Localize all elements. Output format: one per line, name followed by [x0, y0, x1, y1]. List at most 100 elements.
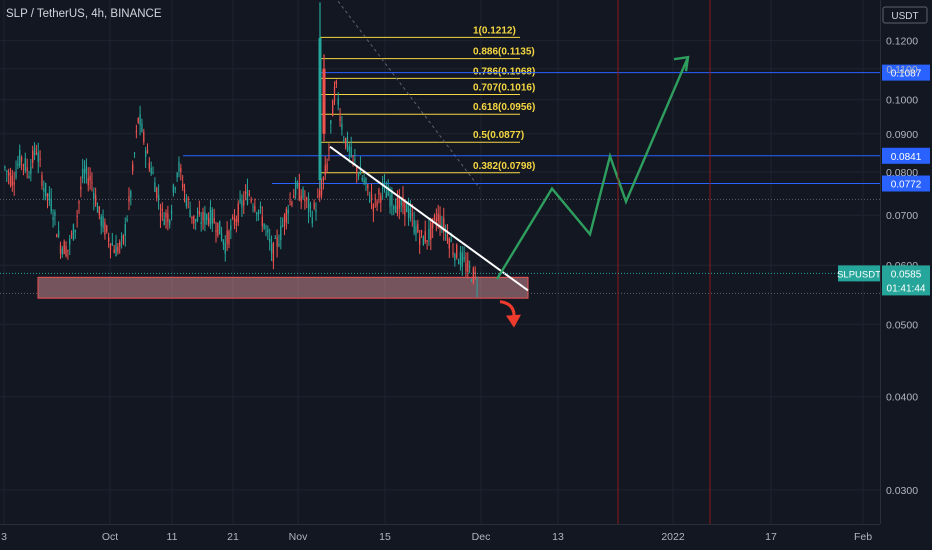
y-tick-label: 0.1200: [886, 36, 918, 48]
price-label-box: [882, 175, 930, 192]
candle-body: [420, 230, 423, 233]
candle-body: [330, 120, 332, 125]
candle-body: [465, 263, 467, 272]
candle-body: [143, 131, 145, 143]
candle-body: [198, 210, 200, 215]
candle-body: [344, 137, 347, 148]
candle-body: [98, 206, 101, 215]
candle-body: [146, 149, 149, 154]
candle-body: [115, 244, 117, 257]
candle-body: [374, 197, 376, 199]
candle-body: [257, 210, 260, 214]
candle-body: [15, 171, 17, 178]
candle-body: [359, 167, 362, 175]
candle-body: [182, 183, 184, 188]
candle-body: [72, 224, 75, 241]
candle-body: [148, 162, 150, 169]
candle-body: [215, 230, 217, 233]
candle-body: [352, 155, 354, 157]
candle-body: [65, 245, 67, 257]
candle-body: [33, 147, 36, 156]
price-label-box: [882, 64, 930, 81]
candle-body: [154, 182, 156, 193]
candle-body: [150, 167, 152, 174]
candle-body: [307, 199, 310, 213]
candle-body: [80, 186, 82, 190]
candle-body: [211, 209, 213, 224]
candle-body: [250, 199, 252, 202]
candle-body: [46, 194, 49, 197]
x-tick-label: 21: [227, 531, 239, 543]
candle-body: [39, 158, 41, 160]
candle-body: [431, 218, 434, 229]
x-tick-label: 17: [765, 531, 777, 543]
candle-body: [456, 244, 458, 258]
candle-body: [120, 236, 123, 238]
candle-body: [207, 218, 210, 224]
last-price-value: 0.0585: [891, 269, 922, 280]
horizontal-levels[interactable]: [183, 72, 880, 185]
candle-body: [365, 178, 367, 184]
candle-body: [394, 206, 397, 213]
y-tick-label: 0.0500: [886, 319, 918, 331]
candle-body: [282, 225, 284, 227]
candle-body: [446, 234, 449, 242]
candle-body: [306, 197, 308, 200]
candle-body: [406, 202, 408, 213]
candle-body: [389, 195, 391, 207]
candlestick-series: [4, 2, 478, 297]
candle-body: [285, 209, 288, 223]
candle-body: [259, 205, 262, 209]
candle-body: [309, 203, 312, 209]
candle-body: [133, 153, 136, 155]
candle-body: [230, 225, 232, 231]
candle-body: [139, 114, 141, 125]
candle-body: [213, 218, 215, 223]
candle-body: [167, 213, 169, 223]
candle-body: [348, 146, 350, 152]
drawings[interactable]: [0, 0, 880, 524]
candle-body: [293, 195, 295, 199]
time-axis[interactable]: 3 Oct 11 21 Nov 15 Dec 13 2022 17 Feb: [1, 531, 872, 543]
candle-body: [232, 216, 234, 219]
candle-body: [337, 98, 339, 105]
y-tick-label: 0.0900: [886, 129, 918, 141]
candle-body: [326, 163, 328, 171]
candle-body: [152, 171, 154, 174]
price-label-value: 0.1087: [891, 69, 922, 80]
candle-body: [413, 219, 415, 233]
currency-box: [882, 6, 928, 24]
candle-body: [270, 243, 273, 253]
symbol-tag: [838, 265, 880, 282]
candle-body: [472, 267, 475, 283]
candle-body: [180, 167, 182, 172]
candle-body: [176, 172, 178, 178]
candle-body: [435, 218, 437, 224]
candle-body: [57, 230, 60, 237]
price-label-value: 0.0772: [891, 180, 922, 191]
price-axis[interactable]: 0.10870.08410.07720.03000.04000.05000.06…: [837, 6, 930, 497]
candle-body: [22, 164, 25, 166]
chart-title: SLP / TetherUS, 4h, BINANCE: [6, 8, 162, 20]
fib-level-label: 0.786(0.1068): [473, 66, 535, 77]
candle-body: [252, 206, 254, 208]
candle-body: [476, 285, 478, 287]
bearish-arrowhead: [506, 314, 521, 328]
currency-label: USDT: [891, 11, 918, 22]
candle-body: [407, 206, 410, 218]
candle-body: [459, 251, 462, 265]
candle-body: [200, 222, 202, 224]
candle-body: [111, 242, 113, 245]
candle-body: [159, 213, 162, 217]
candle-body: [109, 243, 112, 250]
fib-retracement[interactable]: 1(0.1212) 0.886(0.1135) 0.786(0.1068) 0.707…: [320, 0, 535, 189]
candle-body: [113, 249, 115, 254]
candle-body: [224, 243, 226, 254]
trend-line: [329, 145, 529, 292]
candle-body: [219, 220, 221, 235]
candle-body: [461, 252, 463, 267]
candle-body: [452, 252, 454, 255]
candle-body: [32, 150, 34, 163]
candle-body: [296, 182, 299, 188]
